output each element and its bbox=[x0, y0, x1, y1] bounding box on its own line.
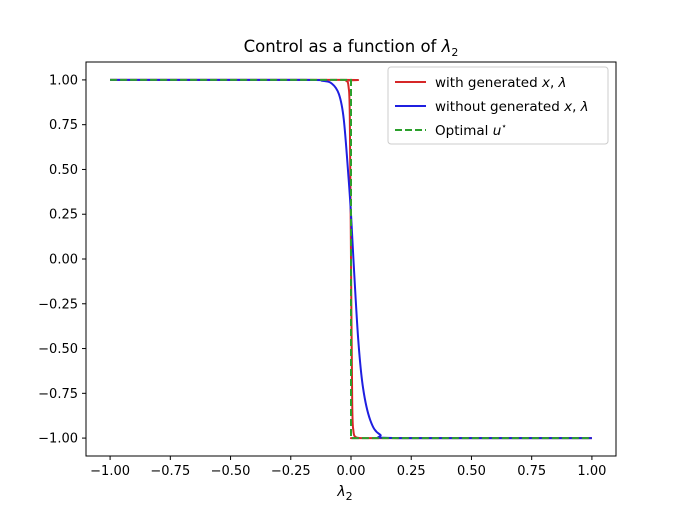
x-tick-label: 1.00 bbox=[577, 464, 606, 479]
y-tick-label: −0.50 bbox=[38, 342, 78, 357]
x-tick-label: 0.00 bbox=[337, 464, 366, 479]
y-tick-label: 1.00 bbox=[49, 73, 78, 88]
y-tick-label: 0.25 bbox=[49, 208, 78, 223]
x-tick-label: −1.00 bbox=[90, 464, 130, 479]
y-tick-label: 0.00 bbox=[49, 253, 78, 268]
legend-item-without-generated: without generated x, λ bbox=[395, 99, 589, 115]
x-axis-label: λ2 bbox=[336, 484, 352, 503]
x-axis-label-group: λ2 bbox=[336, 484, 352, 503]
y-tick-label: 0.50 bbox=[49, 163, 78, 178]
x-tick-label: 0.50 bbox=[457, 464, 486, 479]
legend-label: with generated x, λ bbox=[435, 75, 567, 91]
optimal-line bbox=[110, 78, 592, 440]
legend-item-optimal: Optimal u⋆ bbox=[395, 122, 507, 139]
y-tick-label: 0.75 bbox=[49, 118, 78, 133]
x-tick-label: −0.25 bbox=[271, 464, 311, 479]
legend-box bbox=[387, 66, 609, 145]
plot-lines bbox=[110, 78, 592, 440]
y-axis: 1.00 0.75 0.50 0.25 0.00 −0.25 −0.50 −0.75 −1.00 bbox=[38, 73, 86, 447]
y-tick-label: −1.00 bbox=[38, 432, 78, 447]
legend-item-with-generated: with generated x, λ bbox=[395, 75, 567, 91]
x-tick-label: 0.75 bbox=[517, 464, 546, 479]
x-tick-label: −0.50 bbox=[211, 464, 251, 479]
x-tick-label: −0.75 bbox=[150, 464, 190, 479]
x-axis: −1.00 −0.75 −0.50 −0.25 0.00 0.25 0.50 0.75 1.00 bbox=[90, 456, 606, 479]
chart-title-text: Control as a function of λ2 bbox=[244, 37, 459, 59]
x-tick-label: 0.25 bbox=[397, 464, 426, 479]
chart-title: Control as a function of λ2 bbox=[244, 37, 459, 59]
y-tick-label: −0.75 bbox=[38, 387, 78, 402]
legend-label: without generated x, λ bbox=[435, 99, 589, 115]
legend: with generated x, λ without generated x, … bbox=[387, 66, 609, 145]
legend-label: Optimal u⋆ bbox=[435, 122, 507, 139]
y-tick-label: −0.25 bbox=[38, 297, 78, 312]
